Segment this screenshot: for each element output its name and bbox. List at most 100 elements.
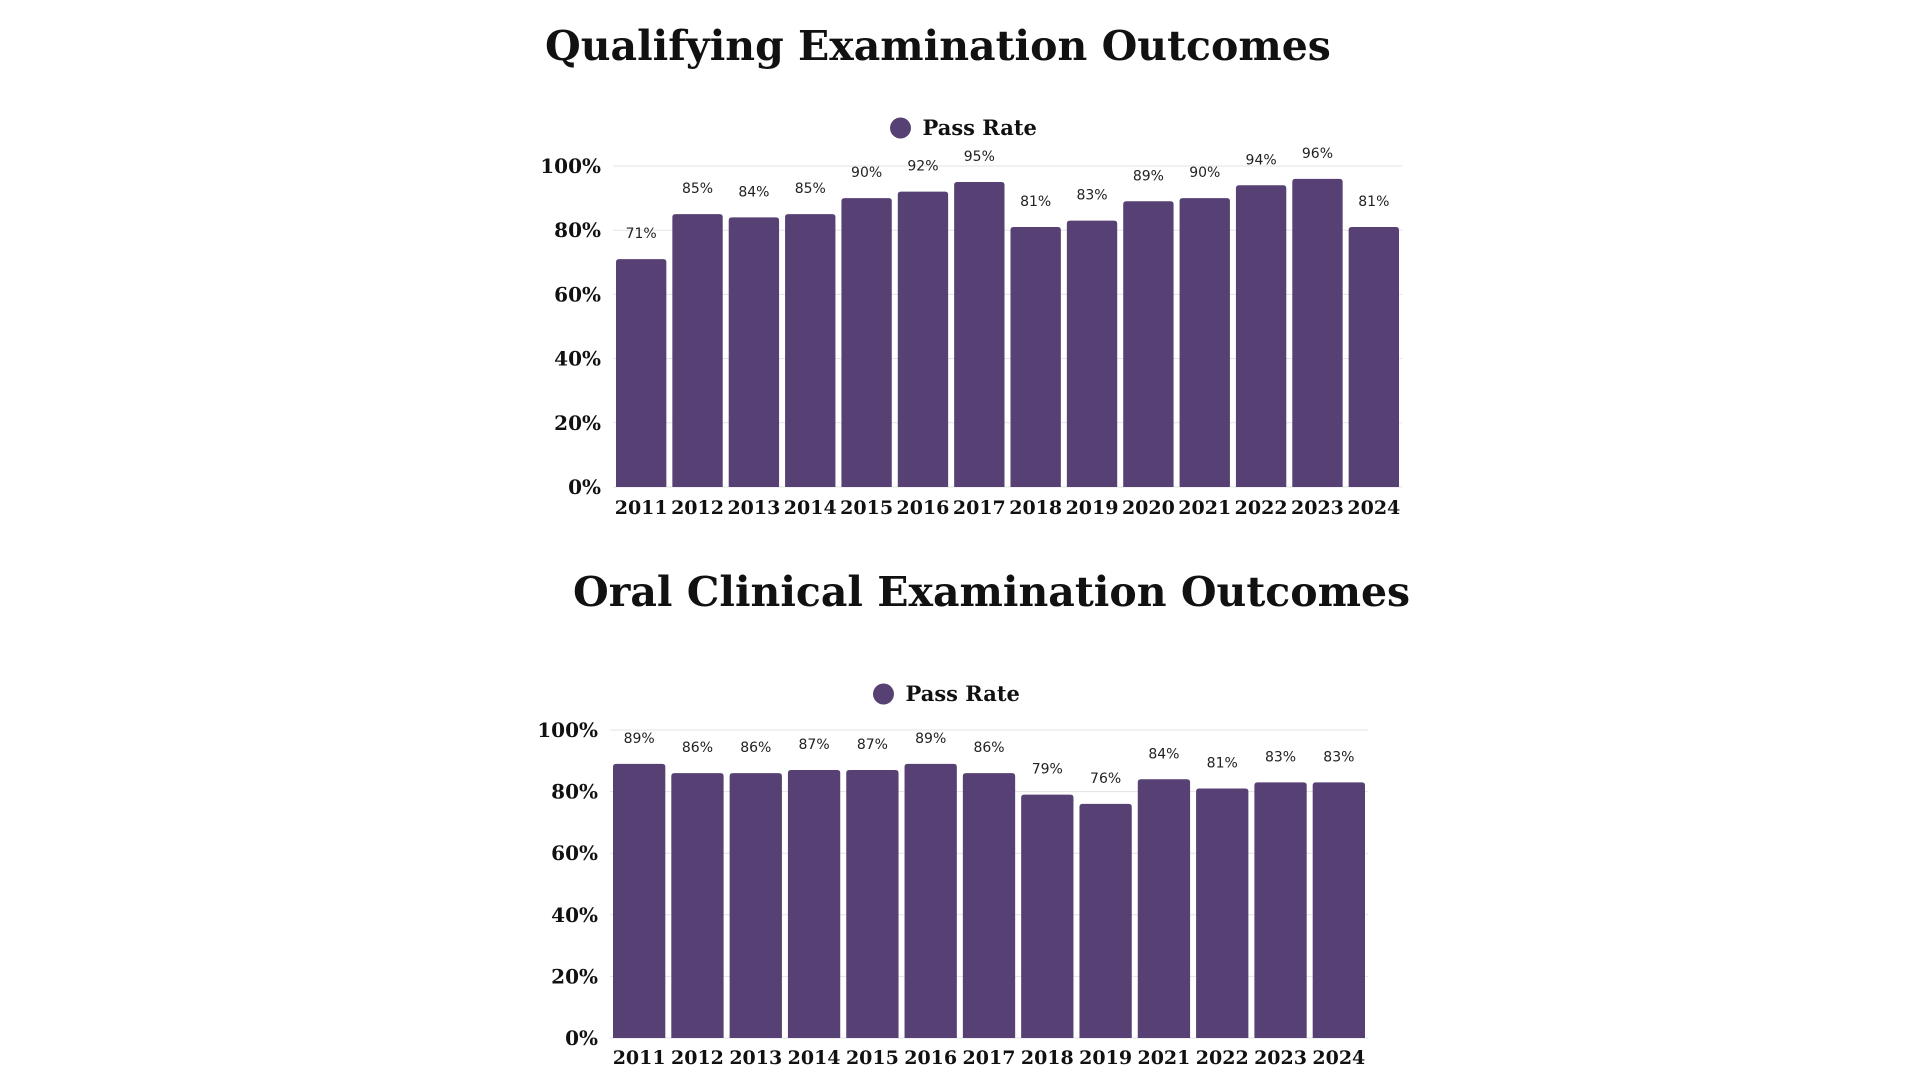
x-tick-label: 2012 xyxy=(671,497,724,519)
data-label: 87% xyxy=(857,737,888,753)
x-tick-label: 2023 xyxy=(1291,497,1344,519)
data-label: 87% xyxy=(799,737,830,753)
bar-2020 xyxy=(1123,201,1174,487)
bar-2016 xyxy=(904,763,957,1038)
y-tick-label: 40% xyxy=(551,903,598,927)
x-tick-label: 2016 xyxy=(904,1047,957,1069)
x-tick-label: 2016 xyxy=(897,497,950,519)
bar-2019 xyxy=(1079,803,1132,1038)
y-tick-label: 80% xyxy=(554,218,601,242)
data-label: 94% xyxy=(1246,152,1277,168)
bar-2021 xyxy=(1137,779,1191,1038)
data-label: 89% xyxy=(915,731,946,747)
y-tick-label: 0% xyxy=(565,1026,598,1050)
data-label: 86% xyxy=(740,740,771,756)
data-label: 81% xyxy=(1020,194,1051,210)
y-tick-label: 60% xyxy=(554,282,601,306)
bar-2017 xyxy=(954,182,1005,488)
bar-2018 xyxy=(1010,226,1061,488)
bar-2024 xyxy=(1312,782,1365,1038)
data-label: 79% xyxy=(1032,762,1063,778)
chart-title-oral-clinical: Oral Clinical Examination Outcomes xyxy=(573,568,1411,616)
data-label: 76% xyxy=(1090,771,1121,787)
x-tick-label: 2013 xyxy=(727,497,780,519)
data-label: 90% xyxy=(851,165,882,181)
y-tick-label: 60% xyxy=(551,841,598,865)
bar-2013 xyxy=(728,217,780,488)
x-tick-label: 2021 xyxy=(1137,1047,1190,1069)
bar-2011 xyxy=(616,259,667,487)
bar-2013 xyxy=(729,773,782,1038)
data-label: 89% xyxy=(624,731,655,747)
bar-2024 xyxy=(1348,226,1399,488)
y-tick-label: 80% xyxy=(551,780,598,804)
y-tick-label: 20% xyxy=(554,411,601,435)
bar-2021 xyxy=(1179,198,1230,487)
y-tick-label: 20% xyxy=(551,964,598,988)
data-label: 95% xyxy=(964,149,995,165)
x-tick-label: 2012 xyxy=(671,1047,724,1069)
bar-2015 xyxy=(841,198,892,487)
x-tick-label: 2022 xyxy=(1196,1047,1249,1069)
data-label: 81% xyxy=(1358,194,1389,210)
x-tick-label: 2020 xyxy=(1122,497,1175,519)
y-tick-label: 100% xyxy=(540,154,601,178)
bar-2011 xyxy=(613,763,666,1038)
x-tick-label: 2014 xyxy=(788,1047,841,1069)
data-label: 85% xyxy=(682,181,713,197)
bar-2014 xyxy=(785,214,836,487)
legend-marker xyxy=(890,117,911,139)
x-tick-label: 2019 xyxy=(1066,497,1119,519)
x-tick-label: 2024 xyxy=(1347,497,1400,519)
x-tick-label: 2017 xyxy=(963,1047,1016,1069)
bar-2023 xyxy=(1292,178,1343,487)
chart-title-qualifying: Qualifying Examination Outcomes xyxy=(545,22,1331,70)
data-label: 84% xyxy=(738,184,769,200)
x-tick-label: 2022 xyxy=(1235,497,1288,519)
bar-2012 xyxy=(672,214,723,487)
data-label: 92% xyxy=(907,159,938,175)
data-label: 89% xyxy=(1133,168,1164,184)
bar-2017 xyxy=(962,773,1016,1038)
x-tick-label: 2015 xyxy=(840,497,893,519)
data-label: 83% xyxy=(1265,749,1296,765)
x-tick-label: 2015 xyxy=(846,1047,899,1069)
data-label: 86% xyxy=(973,740,1004,756)
x-tick-label: 2021 xyxy=(1178,497,1231,519)
bar-2023 xyxy=(1254,782,1307,1038)
y-tick-label: 100% xyxy=(537,718,598,742)
data-label: 83% xyxy=(1323,749,1354,765)
x-tick-label: 2024 xyxy=(1312,1047,1365,1069)
x-tick-label: 2018 xyxy=(1021,1047,1074,1069)
bar-2022 xyxy=(1196,788,1249,1038)
x-tick-label: 2014 xyxy=(784,497,837,519)
data-label: 71% xyxy=(626,226,657,242)
x-tick-label: 2011 xyxy=(613,1047,666,1069)
bar-2012 xyxy=(671,773,724,1038)
legend-label: Pass Rate xyxy=(906,681,1020,706)
data-label: 86% xyxy=(682,740,713,756)
data-label: 96% xyxy=(1302,146,1333,162)
bar-2015 xyxy=(846,770,899,1038)
bar-2022 xyxy=(1235,185,1287,487)
x-tick-label: 2017 xyxy=(953,497,1006,519)
data-label: 85% xyxy=(795,181,826,197)
bar-2014 xyxy=(787,770,841,1038)
x-tick-label: 2023 xyxy=(1254,1047,1307,1069)
x-tick-label: 2013 xyxy=(729,1047,782,1069)
x-tick-label: 2019 xyxy=(1079,1047,1132,1069)
data-label: 83% xyxy=(1076,188,1107,204)
qualifying-exam-bar-chart: 0% 20% 40% 60% 80% 100% Pass Rate 71% 2011 85% 201… xyxy=(540,115,1402,519)
legend-label: Pass Rate xyxy=(923,115,1037,140)
data-label: 90% xyxy=(1189,165,1220,181)
data-label: 84% xyxy=(1148,746,1179,762)
bar-2019 xyxy=(1066,220,1118,487)
x-tick-label: 2018 xyxy=(1009,497,1062,519)
x-tick-label: 2011 xyxy=(615,497,668,519)
y-tick-label: 40% xyxy=(554,347,601,371)
legend-marker xyxy=(873,683,894,705)
y-tick-label: 0% xyxy=(568,475,601,499)
bar-2016 xyxy=(897,191,949,487)
data-label: 81% xyxy=(1207,756,1238,772)
